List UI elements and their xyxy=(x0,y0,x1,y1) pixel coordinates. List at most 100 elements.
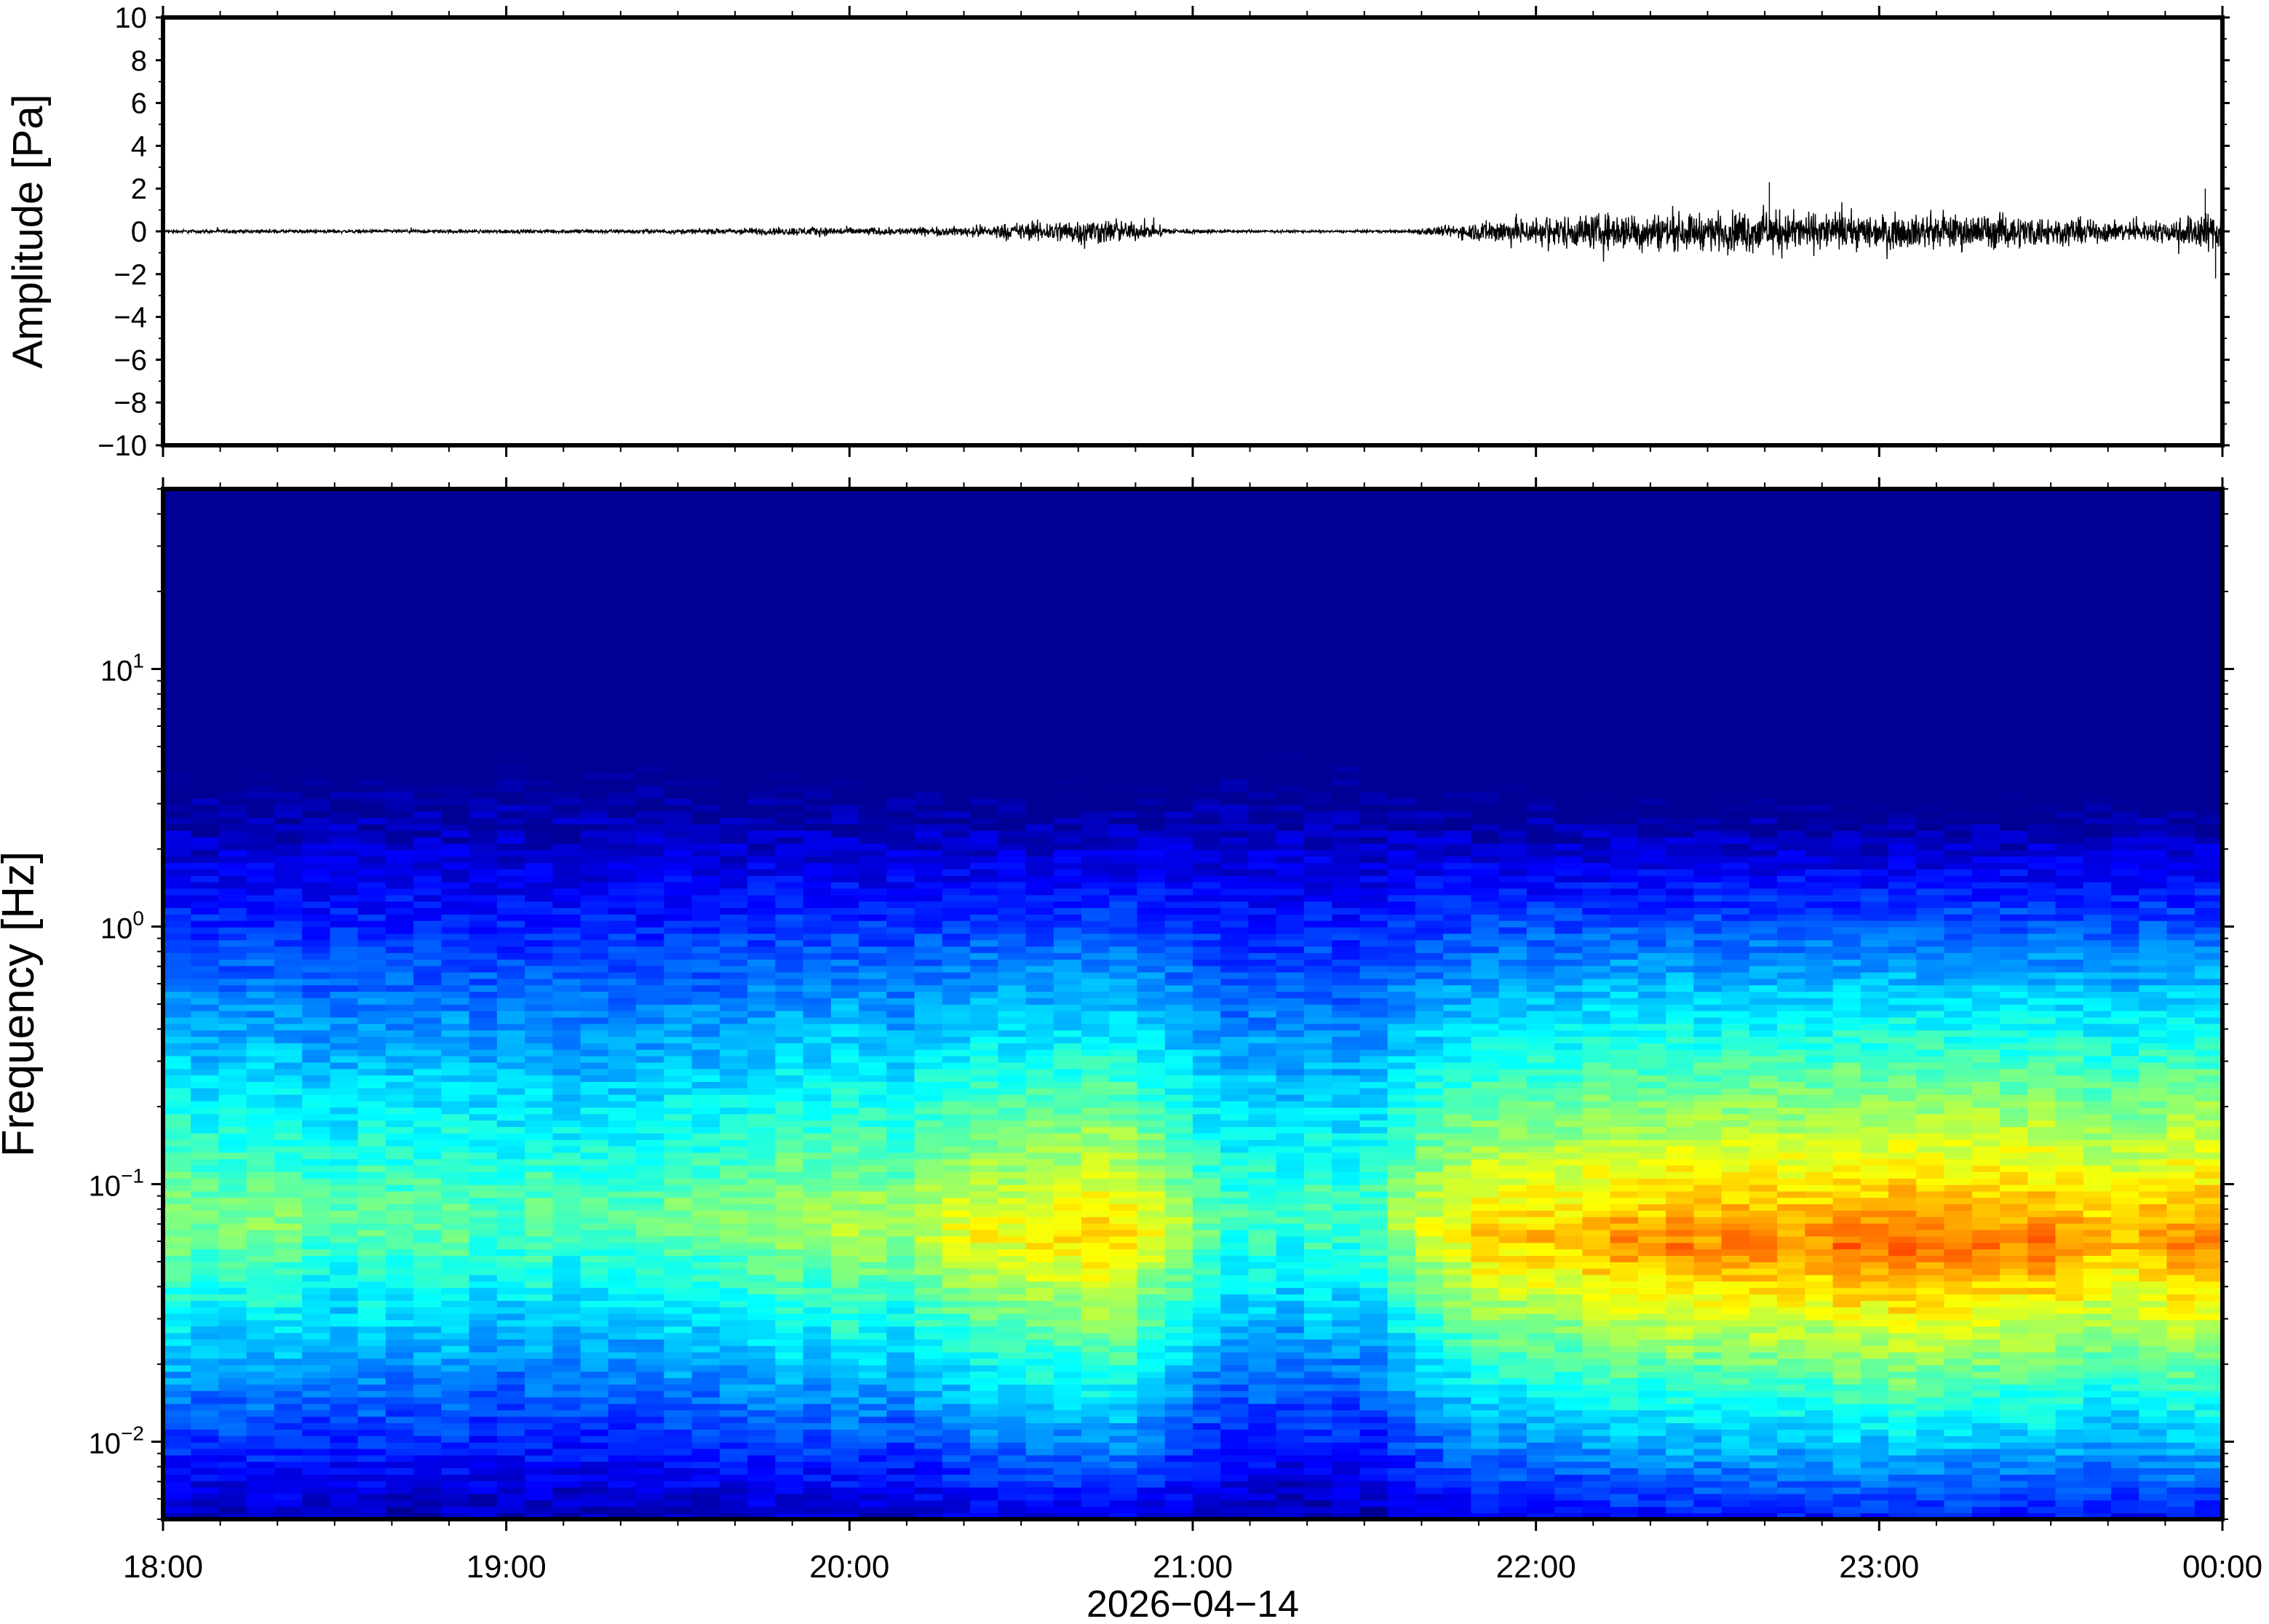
spectrogram-cell xyxy=(413,1313,442,1321)
spectrogram-cell xyxy=(886,856,915,864)
spectrogram-cell xyxy=(330,585,359,593)
spectrogram-heatmap xyxy=(163,489,2223,1520)
spectrogram-cell xyxy=(608,1190,637,1198)
spectrogram-cell xyxy=(803,959,832,966)
spectrogram-cell xyxy=(330,894,359,902)
spectrogram-cell xyxy=(970,1100,999,1108)
spectrogram-cell xyxy=(525,521,554,528)
spectrogram-cell xyxy=(496,1126,525,1134)
spectrogram-cell xyxy=(747,650,776,657)
spectrogram-cell xyxy=(775,875,804,883)
spectrogram-cell xyxy=(886,1448,915,1456)
spectrogram-cell xyxy=(859,1062,888,1070)
spectrogram-cell xyxy=(441,817,470,824)
spectrogram-cell xyxy=(330,521,359,528)
spectrogram-cell xyxy=(469,933,498,941)
spectrogram-cell xyxy=(525,1139,554,1147)
spectrogram-cell xyxy=(525,592,554,600)
spectrogram-cell xyxy=(302,720,331,728)
spectrogram-cell xyxy=(552,656,581,664)
spectrogram-cell xyxy=(942,1133,971,1140)
spectrogram-cell xyxy=(496,804,525,812)
spectrogram-cell xyxy=(859,907,888,915)
spectrogram-cell xyxy=(218,875,247,883)
spectrogram-cell xyxy=(413,875,442,883)
spectrogram-cell xyxy=(274,1068,303,1076)
spectrogram-cell xyxy=(163,1377,191,1385)
spectrogram-cell xyxy=(803,720,832,728)
spectrogram-cell xyxy=(747,695,776,702)
spectrogram-cell xyxy=(775,894,804,902)
spectrogram-cell xyxy=(330,1152,359,1160)
spectrogram-cell xyxy=(552,747,581,754)
spectrogram-cell xyxy=(830,707,859,715)
spectrogram-cell xyxy=(636,939,665,947)
spectrogram-cell xyxy=(636,546,665,554)
spectrogram-cell xyxy=(246,1307,275,1314)
spectrogram-cell xyxy=(830,1294,859,1301)
spectrogram-cell xyxy=(357,869,386,876)
spectrogram-cell xyxy=(330,495,359,503)
spectrogram-cell xyxy=(691,534,720,541)
spectrogram-cell xyxy=(998,1345,1027,1353)
spectrogram-cell xyxy=(830,1016,859,1024)
spectrogram-cell xyxy=(970,1480,999,1488)
spectrogram-cell xyxy=(886,1043,915,1050)
spectrogram-cell xyxy=(859,1506,888,1513)
spectrogram-cell xyxy=(274,1396,303,1404)
spectrogram-cell xyxy=(385,1016,414,1024)
spectrogram-cell xyxy=(691,489,720,496)
spectrogram-cell xyxy=(552,1242,581,1250)
spectrogram-cell xyxy=(385,1506,414,1513)
spectrogram-cell xyxy=(747,508,776,516)
spectrogram-cell xyxy=(385,1319,414,1327)
spectrogram-cell xyxy=(274,592,303,600)
spectrogram-cell xyxy=(274,611,303,618)
spectrogram-cell xyxy=(719,1274,748,1282)
spectrogram-cell xyxy=(664,1339,693,1346)
spectrogram-cell xyxy=(274,560,303,567)
spectrogram-cell xyxy=(580,836,609,844)
spectrogram-cell xyxy=(914,984,943,992)
spectrogram-cell xyxy=(413,1409,442,1417)
spectrogram-cell xyxy=(441,1081,470,1088)
spectrogram-cell xyxy=(525,952,554,960)
spectrogram-cell xyxy=(580,1274,609,1282)
spectrogram-cell xyxy=(830,926,859,934)
spectrogram-cell xyxy=(218,1307,247,1314)
spectrogram-cell xyxy=(886,1500,915,1508)
spectrogram-cell xyxy=(496,965,525,973)
spectrogram-cell xyxy=(191,971,220,979)
spectrogram-cell xyxy=(886,830,915,837)
spectrogram-cell xyxy=(886,1133,915,1140)
spectrogram-cell xyxy=(886,862,915,869)
spectrogram-cell xyxy=(747,1493,776,1501)
spectrogram-cell xyxy=(747,978,776,986)
spectrogram-cell xyxy=(970,1416,999,1423)
spectrogram-cell xyxy=(580,495,609,503)
spectrogram-cell xyxy=(636,1158,665,1166)
spectrogram-cell xyxy=(330,785,359,792)
spectrogram-cell xyxy=(218,1010,247,1018)
spectrogram-cell xyxy=(830,528,859,535)
spectrogram-cell xyxy=(691,1016,720,1024)
spectrogram-cell xyxy=(441,727,470,735)
spectrogram-cell xyxy=(552,1461,581,1468)
spectrogram-cell xyxy=(469,1358,498,1366)
spectrogram-cell xyxy=(330,1396,359,1404)
spectrogram-cell xyxy=(218,1113,247,1121)
spectrogram-cell xyxy=(580,888,609,896)
spectrogram-cell xyxy=(441,1506,470,1513)
spectrogram-cell xyxy=(469,707,498,715)
spectrogram-cell xyxy=(552,849,581,857)
spectrogram-cell xyxy=(719,1158,748,1166)
spectrogram-cell xyxy=(552,1043,581,1050)
spectrogram-cell xyxy=(803,1255,832,1262)
spectrogram-cell xyxy=(691,991,720,998)
spectrogram-cell xyxy=(830,1474,859,1481)
spectrogram-cell xyxy=(413,1454,442,1462)
spectrogram-cell xyxy=(803,971,832,979)
spectrogram-cell xyxy=(469,1448,498,1456)
spectrogram-cell xyxy=(163,534,191,541)
spectrogram-cell xyxy=(886,1088,915,1095)
